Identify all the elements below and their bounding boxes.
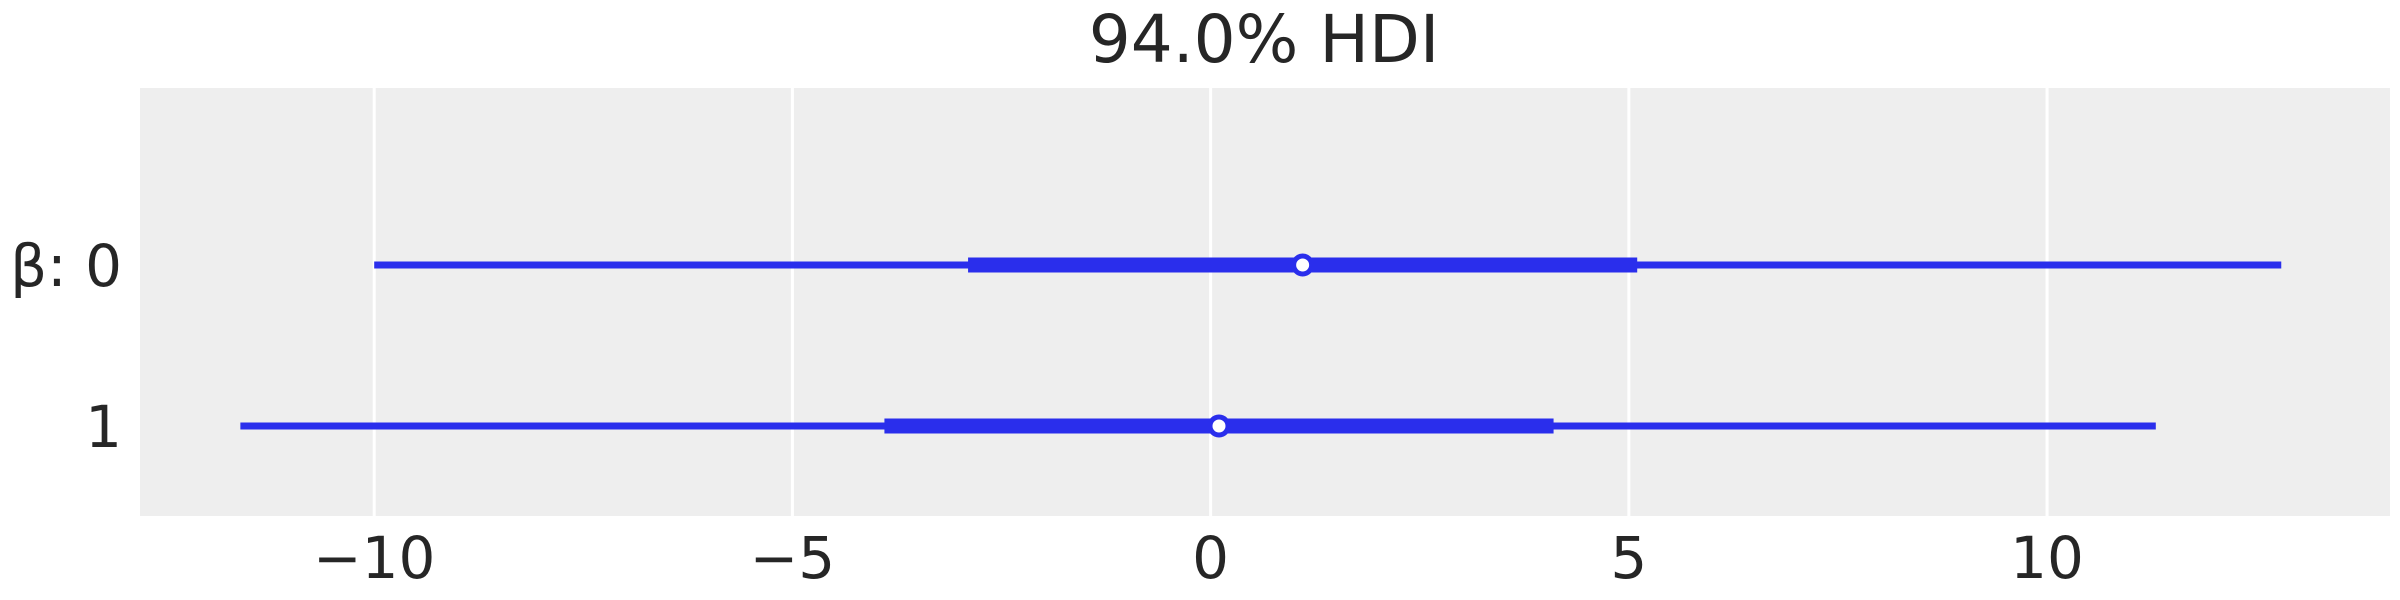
x-tick-labels: −10 −5 0 5 10: [313, 524, 2084, 592]
plot-area: [140, 88, 2390, 516]
grid-lines: [372, 88, 2049, 516]
chart-title: 94.0% HDI: [1089, 1, 1440, 78]
row-label: 1: [85, 393, 122, 461]
x-tick-label: 10: [2010, 524, 2084, 592]
x-tick-label: −10: [313, 524, 435, 592]
x-tick-label: −5: [750, 524, 836, 592]
forest-row: 1: [85, 393, 2156, 461]
point-estimate-marker: [1207, 414, 1231, 438]
forest-row: β: 0: [10, 232, 2282, 300]
forest-rows: β: 0 1: [10, 232, 2282, 461]
row-label: β: 0: [10, 232, 122, 300]
point-estimate-marker: [1291, 253, 1315, 277]
x-tick-label: 5: [1610, 524, 1647, 592]
x-tick-label: 0: [1192, 524, 1229, 592]
